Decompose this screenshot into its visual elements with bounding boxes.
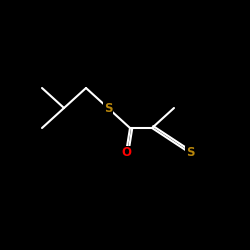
Text: O: O — [121, 146, 131, 160]
Text: S: S — [186, 146, 194, 160]
Text: S: S — [104, 102, 112, 114]
